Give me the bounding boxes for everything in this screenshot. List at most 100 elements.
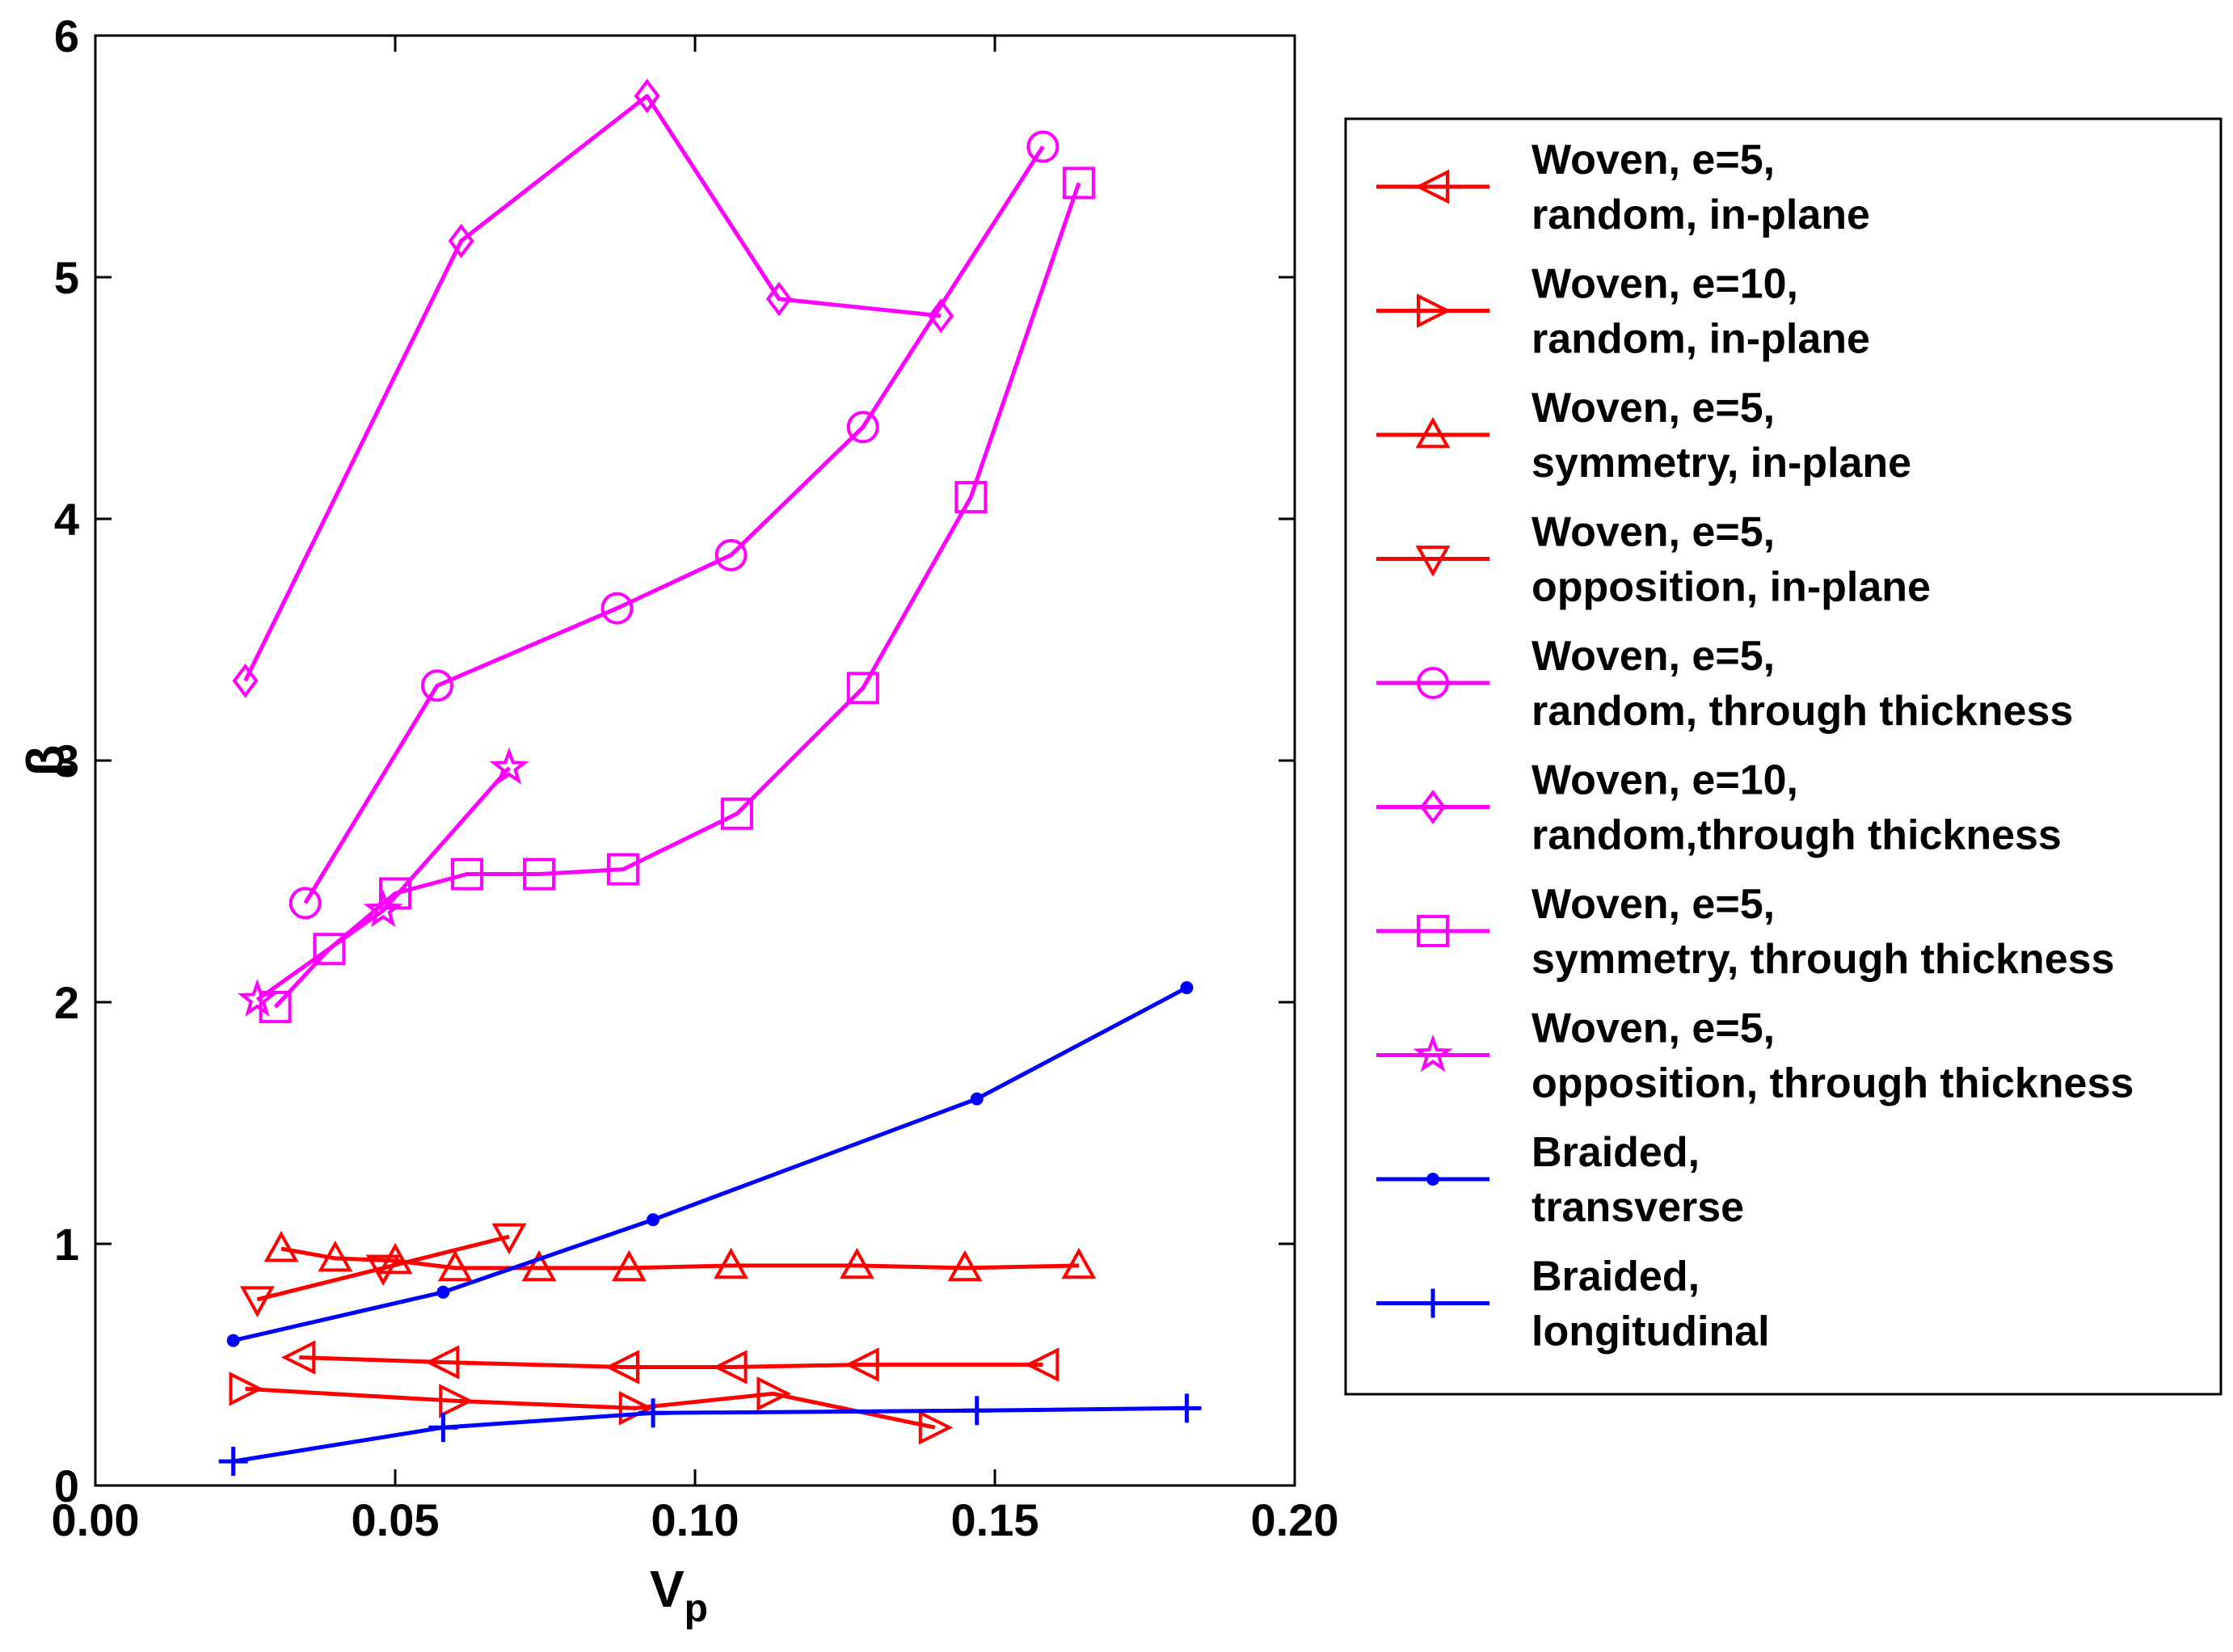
- data-point-s4-0: [239, 1286, 275, 1317]
- series-s4: [239, 1223, 527, 1317]
- y-axis-label: β: [16, 744, 74, 776]
- legend-marker-s7: [1417, 915, 1449, 947]
- y-tick-label: 4: [54, 494, 79, 545]
- data-point-s10-2: [638, 1398, 668, 1428]
- series-line-s7: [273, 182, 1081, 1009]
- data-point-s4-2: [491, 1223, 527, 1255]
- x-tick-label: 0.15: [951, 1494, 1039, 1545]
- data-point-s10-1: [428, 1413, 458, 1443]
- data-point-s9-3: [970, 1092, 984, 1106]
- data-point-s8-0: [237, 979, 277, 1017]
- data-point-s7-7: [846, 672, 879, 705]
- legend-marker-s1: [1414, 169, 1449, 204]
- legend-marker-s8: [1413, 1034, 1453, 1073]
- data-point-s3-0: [263, 1230, 299, 1262]
- data-point-s6-3: [765, 281, 792, 317]
- data-point-s5-1: [420, 669, 453, 702]
- data-point-s3-6: [714, 1247, 748, 1279]
- data-point-s2-0: [229, 1372, 263, 1406]
- data-point-s7-8: [954, 481, 988, 514]
- data-point-s3-7: [839, 1247, 874, 1279]
- legend-label-s8-line1: opposition, through thickness: [1532, 1060, 2134, 1107]
- y-tick-label: 0: [54, 1460, 79, 1511]
- data-point-s3-8: [947, 1250, 983, 1282]
- series-line-s8: [255, 766, 511, 1002]
- legend-label-s3-line0: Woven, e=5,: [1532, 385, 1775, 432]
- series-s10: [218, 1393, 1202, 1477]
- series-s3: [263, 1230, 1097, 1282]
- legend-label-s2-line1: random, in-plane: [1532, 316, 1870, 363]
- legend-label-s4-line1: opposition, in-plane: [1532, 564, 1931, 611]
- legend-marker-s2: [1417, 293, 1451, 328]
- y-tick-label: 2: [54, 977, 79, 1028]
- series-s8: [237, 747, 529, 1017]
- data-point-s3-5: [611, 1250, 647, 1282]
- legend-label-s9-line1: transverse: [1532, 1184, 1744, 1231]
- data-point-s3-3: [437, 1250, 473, 1282]
- data-point-s5-2: [600, 592, 634, 625]
- series-s7: [259, 166, 1095, 1023]
- series-line-s6: [243, 94, 942, 682]
- legend-label-s7-line1: symmetry, through thickness: [1532, 936, 2114, 983]
- series-line-s4: [256, 1234, 510, 1302]
- legend-label-s1-line0: Woven, e=5,: [1532, 137, 1775, 183]
- legend-label-s4-line0: Woven, e=5,: [1532, 509, 1775, 556]
- data-point-s1-2: [605, 1350, 639, 1384]
- legend-label-s3-line1: symmetry, in-plane: [1532, 440, 1911, 487]
- plot-area: 0.00 0.05 0.10 0.15 0.20 0 1 2 3 4 5 6 Vp β: [16, 11, 1339, 1630]
- y-tick-label: 3: [54, 735, 79, 786]
- series-line-s3: [280, 1246, 1079, 1271]
- data-point-s6-1: [448, 223, 474, 259]
- legend-entry-s3: Woven, e=5, symmetry, in-plane: [1376, 385, 1911, 487]
- data-point-s2-4: [918, 1410, 954, 1445]
- data-point-s5-3: [714, 538, 748, 571]
- legend-entry-s4: Woven, e=5, opposition, in-plane: [1376, 509, 1931, 611]
- legend-label-s5-line0: Woven, e=5,: [1532, 633, 1775, 680]
- legend-marker-s10: [1418, 1288, 1447, 1318]
- series-s6: [232, 78, 954, 698]
- data-point-s3-9: [1061, 1247, 1097, 1279]
- data-point-s1-3: [713, 1350, 748, 1384]
- data-point-s7-9: [1062, 166, 1095, 200]
- data-point-s2-3: [756, 1376, 791, 1411]
- y-tick-label: 1: [54, 1219, 79, 1270]
- legend: Woven, e=5, random, in-plane Woven, e=10, r…: [1344, 117, 2222, 1396]
- legend-entry-s5: Woven, e=5, random, through thickness: [1376, 633, 2073, 735]
- x-axis-label-main: V: [650, 1560, 685, 1618]
- legend-entry-s7: Woven, e=5, symmetry, through thickness: [1376, 881, 2114, 983]
- legend-marker-s6: [1420, 790, 1446, 824]
- data-point-s7-4: [523, 858, 556, 891]
- data-point-s1-4: [845, 1347, 879, 1382]
- legend-entry-s9: Braided, transverse: [1376, 1129, 1744, 1231]
- data-point-s10-3: [962, 1396, 992, 1426]
- data-point-s5-4: [846, 411, 879, 444]
- legend-label-s5-line1: random, through thickness: [1532, 688, 2073, 735]
- y-tick-label: 5: [54, 252, 79, 303]
- legend-marker-s9: [1426, 1173, 1439, 1186]
- legend-label-s9-line0: Braided,: [1532, 1129, 1700, 1176]
- data-point-s7-6: [720, 797, 753, 830]
- legend-label-s7-line0: Woven, e=5,: [1532, 881, 1775, 928]
- series-s5: [289, 130, 1060, 920]
- legend-label-s10-line0: Braided,: [1532, 1254, 1700, 1300]
- legend-entry-s6: Woven, e=10, random,through thickness: [1376, 757, 2062, 859]
- legend-marker-s4: [1415, 546, 1451, 577]
- data-point-s8-2: [489, 747, 529, 785]
- series-s9: [226, 981, 1194, 1347]
- data-point-s5-0: [289, 887, 322, 920]
- x-tick-label: 0.05: [352, 1494, 440, 1545]
- data-point-s7-5: [606, 853, 639, 886]
- data-point-s6-2: [634, 78, 660, 114]
- data-point-s1-5: [1024, 1347, 1060, 1382]
- data-point-s5-5: [1026, 130, 1060, 163]
- data-point-s9-0: [226, 1334, 240, 1347]
- x-axis-label-subscript: p: [685, 1587, 708, 1630]
- legend-marker-s5: [1417, 667, 1449, 699]
- x-tick-label: 0.20: [1251, 1494, 1339, 1545]
- legend-entry-s1: Woven, e=5, random, in-plane: [1376, 137, 1870, 238]
- data-point-s3-1: [318, 1240, 353, 1272]
- legend-label-s2-line0: Woven, e=10,: [1532, 261, 1798, 308]
- data-point-s1-1: [424, 1345, 460, 1380]
- data-point-s4-1: [365, 1254, 401, 1287]
